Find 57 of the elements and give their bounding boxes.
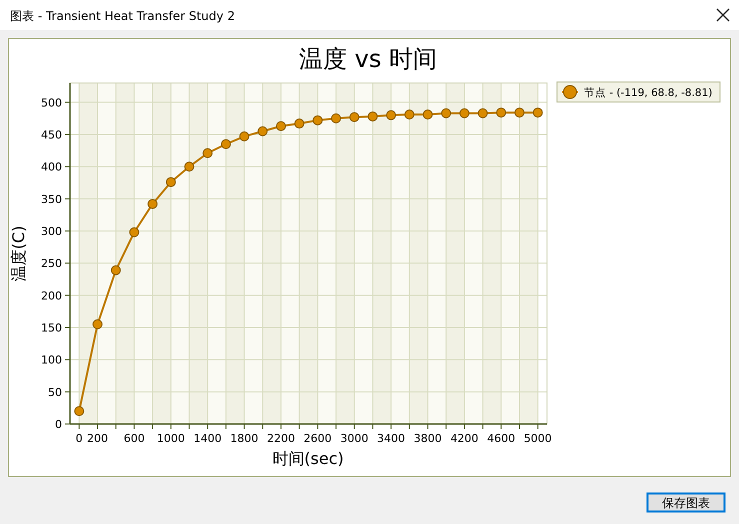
x-tick-label: 1400 [194,432,222,445]
point [258,126,268,136]
point [166,177,176,188]
point [202,148,213,158]
y-tick-label: 300 [41,224,62,238]
point [148,198,158,209]
point [276,121,286,132]
chart-title: 温度 vs 时间 [299,45,437,73]
point [404,110,414,120]
point [532,108,543,118]
x-tick-label: 0 [76,432,83,445]
point [92,319,103,330]
x-tick-label: 1000 [156,432,185,445]
y-tick-label: 350 [41,192,62,206]
legend-label: 节点 - (-119, 68.8, -8.81) [584,86,712,99]
y-tick-label: 400 [41,160,62,174]
y-tick-label: 150 [41,321,62,334]
y-tick-label: 0 [55,418,62,431]
point [422,110,433,120]
text: 保存图表 [662,496,710,510]
x-tick-label: 4200 [450,432,478,445]
point [441,108,452,118]
x-tick-label: 1800 [230,432,258,445]
x-tick-label: 4600 [487,432,516,445]
point [184,162,194,172]
y-tick-label: 250 [41,257,62,270]
point [220,139,231,150]
point [312,115,323,126]
x-tick-label: 3400 [377,432,406,445]
x-tick-label: 5000 [524,432,552,445]
point [478,108,488,118]
point [74,406,84,416]
y-tick-label: 50 [48,386,62,399]
point [386,110,396,120]
point [331,113,342,124]
x-tick-label: 600 [124,432,145,445]
x-tick-label: 3800 [414,432,442,445]
x-tick-label: 200 [87,432,108,445]
x-tick-label: 2600 [304,432,332,445]
point [294,118,304,129]
point [349,112,360,122]
y-tick-label: 200 [41,289,62,302]
point [459,108,470,118]
y-tick-label: 450 [41,128,62,142]
x-tick-label: 2200 [266,432,295,445]
y-tick-label: 500 [41,96,62,110]
text: 图表 - Transient Heat Transfer Study 2 [10,9,235,23]
point [239,131,250,142]
y-tick-label: 100 [41,354,62,367]
x-axis-title: 时间(sec) [272,449,344,468]
point [496,108,506,118]
y-axis-title: 温度(C) [9,226,28,282]
point [514,108,524,118]
point [129,227,140,238]
point [368,111,378,122]
x-tick-label: 3000 [340,432,368,445]
point [110,265,121,276]
